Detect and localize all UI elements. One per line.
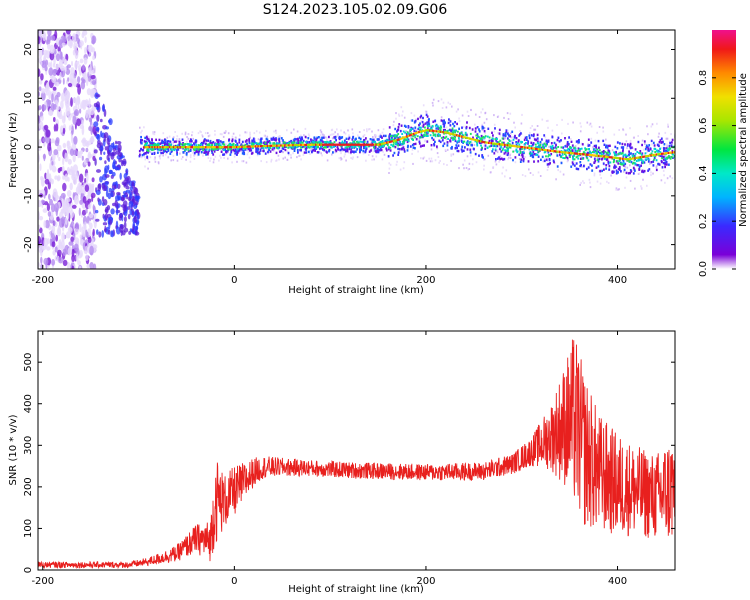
snr-frame [37,330,676,571]
snr-series-line [38,339,675,570]
heatmap-y-tick-label: -10 [23,188,34,204]
heatmap-x-tick-label: 400 [608,275,627,286]
colorbar-label: Normalized spectral amplitude [738,73,749,227]
heatmap-x-axis-label: Height of straight line (km) [288,285,424,296]
colorbar-tick-label: 0.6 [698,118,709,134]
heatmap-panel: -200 0 200 400 -20 -10 0 10 20 Height of straig… [8,29,676,296]
heatmap-y-tick-label: 0 [23,144,34,150]
chart-title: S124.2023.105.02.09.G06 [263,2,448,18]
colorbar-tick-label: 0.2 [698,213,709,229]
snr-y-ticks: 0 100 200 300 400 500 [23,353,675,573]
snr-x-tick-label: 200 [416,576,435,587]
snr-y-tick-label: 500 [23,353,34,372]
snr-panel: -200 0 200 400 0 100 200 300 400 500 Height of s… [8,330,676,595]
heatmap-x-tick-label: -200 [31,275,54,286]
heatmap-y-tick-label: 20 [23,43,34,56]
heatmap-plot-area [38,30,675,269]
heatmap-cells [38,30,675,269]
snr-y-tick-label: 400 [23,394,34,413]
snr-y-axis-label: SNR (10 * v/v) [8,414,19,485]
snr-y-tick-label: 100 [23,519,34,538]
colorbar-tick-label: 0.0 [698,261,709,277]
snr-x-tick-label: -200 [31,576,54,587]
colorbar-gradient [712,30,736,269]
colorbar: 0.0 0.2 0.4 0.6 0.8 Normalized spectral ampl… [698,30,749,277]
heatmap-x-tick-label: 0 [231,275,237,286]
colorbar-ticks: 0.0 0.2 0.4 0.6 0.8 [698,70,736,277]
snr-x-ticks: -200 0 200 400 [31,331,627,587]
colorbar-tick-label: 0.4 [698,165,709,181]
heatmap-frame [37,29,676,270]
heatmap-x-tick-label: 200 [416,275,435,286]
heatmap-y-tick-label: -20 [23,236,34,252]
snr-y-tick-label: 0 [23,567,34,573]
snr-x-tick-label: 400 [608,576,627,587]
heatmap-y-tick-label: 10 [23,92,34,105]
snr-y-tick-label: 200 [23,477,34,496]
heatmap-x-ticks: -200 0 200 400 [31,30,627,286]
heatmap-y-ticks: -20 -10 0 10 20 [23,43,675,253]
snr-x-axis-label: Height of straight line (km) [288,584,424,595]
snr-y-tick-label: 300 [23,436,34,455]
snr-plot-area [38,339,675,570]
colorbar-tick-label: 0.8 [698,70,709,86]
snr-x-tick-label: 0 [231,576,237,587]
heatmap-y-axis-label: Frequency (Hz) [8,112,19,188]
